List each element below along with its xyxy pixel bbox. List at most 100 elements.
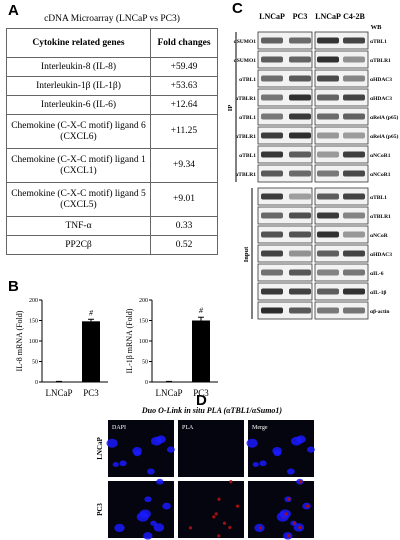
wb-antibody: αHDAC3 <box>370 77 392 83</box>
band <box>343 132 365 139</box>
column-header: LNCaP <box>259 12 285 21</box>
ip-antibody: αTBL1 <box>239 153 256 159</box>
blot <box>314 301 369 320</box>
band <box>261 307 283 314</box>
band <box>343 288 365 295</box>
blot <box>314 145 369 164</box>
nucleus <box>291 436 303 446</box>
band <box>261 94 283 101</box>
x-tick-label: PC3 <box>83 388 99 398</box>
micrograph <box>178 481 244 538</box>
band <box>289 250 311 257</box>
blot <box>314 126 369 145</box>
nucleus <box>151 436 163 446</box>
ip-label: IP <box>227 105 234 112</box>
table-cell: Chemokine (C-X-C motif) ligand 6 (CXCL6) <box>6 114 151 149</box>
column-label: DAPI <box>112 425 126 431</box>
table-row: Chemokine (C-X-C motif) ligand 1 (CXCL1)… <box>6 148 218 183</box>
y-tick-label: 200 <box>29 298 38 304</box>
band <box>317 94 339 101</box>
pla-dot <box>299 480 303 484</box>
column-header: PC3 <box>293 12 308 21</box>
column-label: Merge <box>252 425 268 431</box>
band <box>343 250 365 257</box>
blot <box>314 263 369 282</box>
nucleus <box>272 447 282 455</box>
band <box>261 250 283 257</box>
ip-antibody: αSUMO1 <box>234 58 257 64</box>
micrograph <box>178 420 244 477</box>
nucleus <box>119 460 127 467</box>
table-cell: Chemokine (C-X-C motif) ligand 1 (CXCL1) <box>6 148 151 183</box>
band <box>317 269 339 276</box>
bar <box>192 320 210 382</box>
y-tick-label: 150 <box>29 319 38 325</box>
pla-dot <box>229 480 233 484</box>
blot <box>257 187 313 206</box>
wb-antibody: αHDAC3 <box>370 252 392 258</box>
wb-antibody: αTBLR1 <box>370 58 391 64</box>
band <box>343 231 365 238</box>
band <box>289 151 311 158</box>
ip-antibody: αTBLR1 <box>235 134 256 140</box>
blot <box>257 50 313 69</box>
input-label: Input <box>243 246 250 262</box>
band <box>343 170 365 177</box>
nucleus <box>252 461 259 467</box>
blot <box>314 69 369 88</box>
bar <box>82 321 100 382</box>
band <box>261 151 283 158</box>
band <box>261 75 283 82</box>
nucleus <box>132 447 142 455</box>
x-tick-label: LNCaP <box>46 388 73 398</box>
table-row: Chemokine (C-X-C motif) ligand 6 (CXCL6)… <box>6 114 218 149</box>
band <box>317 75 339 82</box>
pla-dot <box>222 521 227 525</box>
band <box>317 231 339 238</box>
pla-dot <box>212 515 216 519</box>
pla-dot <box>217 534 221 538</box>
row-label: LNCaP <box>96 437 104 460</box>
blot <box>257 145 313 164</box>
band <box>317 37 339 44</box>
x-tick-label: LNCaP <box>156 388 183 398</box>
blot <box>314 107 369 126</box>
pla-title: Duo O-Link in situ PLA (αTBL1/αSumo1) <box>141 406 283 415</box>
row-label: PC3 <box>96 503 104 516</box>
band <box>289 132 311 139</box>
table-row: PP2Cβ 0.52 <box>6 235 218 255</box>
band <box>261 193 283 200</box>
band <box>343 307 365 314</box>
band <box>343 56 365 63</box>
nucleus <box>143 532 153 540</box>
wb-antibody: αIL-1β <box>370 290 386 296</box>
blot <box>257 88 313 107</box>
nucleus <box>246 438 258 448</box>
y-tick-label: 100 <box>29 339 38 345</box>
table-row: Cytokine related genes Fold changes <box>6 28 218 58</box>
nucleus <box>306 446 315 453</box>
wb-antibody: αHDAC3 <box>370 96 392 102</box>
band <box>289 37 311 44</box>
pla-dot <box>287 534 291 538</box>
band <box>317 56 339 63</box>
nucleus <box>106 438 118 448</box>
ip-antibody: αTBL1 <box>239 77 256 83</box>
band <box>343 151 365 158</box>
blot <box>257 244 313 263</box>
band <box>289 269 311 276</box>
nucleus <box>114 523 125 533</box>
band <box>343 193 365 200</box>
blot <box>257 31 313 50</box>
table-cell: Fold changes <box>150 28 218 58</box>
pla-dot <box>235 504 240 508</box>
annotation: # <box>89 308 94 317</box>
blot <box>314 225 369 244</box>
band <box>261 37 283 44</box>
pla-dot <box>298 525 302 530</box>
wb-antibody: αRelA (p65) <box>370 133 398 140</box>
blot <box>314 187 369 206</box>
band <box>317 288 339 295</box>
micrograph <box>108 420 174 477</box>
